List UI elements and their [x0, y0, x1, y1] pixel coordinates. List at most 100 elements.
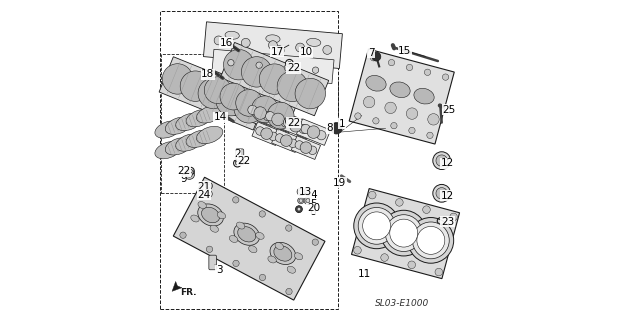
- Text: 18: 18: [202, 69, 215, 79]
- Circle shape: [436, 155, 447, 166]
- Circle shape: [162, 64, 193, 94]
- Ellipse shape: [186, 109, 213, 127]
- Text: 14: 14: [214, 112, 227, 122]
- Circle shape: [304, 197, 312, 204]
- Circle shape: [363, 212, 391, 240]
- Text: 13: 13: [299, 187, 312, 197]
- Ellipse shape: [236, 222, 245, 229]
- Circle shape: [259, 211, 266, 217]
- Text: 6: 6: [309, 207, 316, 217]
- Circle shape: [423, 206, 430, 213]
- Circle shape: [306, 199, 310, 203]
- Circle shape: [428, 114, 439, 125]
- Ellipse shape: [287, 266, 295, 273]
- Ellipse shape: [307, 38, 321, 46]
- Circle shape: [233, 197, 239, 203]
- Circle shape: [233, 260, 239, 267]
- Circle shape: [368, 191, 376, 199]
- Circle shape: [408, 261, 415, 268]
- Text: 2: 2: [234, 149, 241, 159]
- Circle shape: [390, 219, 418, 247]
- Ellipse shape: [217, 212, 226, 219]
- Circle shape: [256, 127, 264, 135]
- Circle shape: [381, 254, 388, 261]
- Circle shape: [412, 222, 449, 259]
- Text: 22: 22: [177, 166, 190, 176]
- Circle shape: [385, 102, 396, 114]
- Circle shape: [286, 288, 292, 295]
- Circle shape: [370, 55, 377, 61]
- Polygon shape: [174, 177, 325, 300]
- FancyBboxPatch shape: [209, 255, 216, 270]
- Circle shape: [285, 225, 292, 231]
- Circle shape: [296, 206, 302, 212]
- Circle shape: [436, 188, 447, 199]
- Circle shape: [409, 127, 415, 134]
- Polygon shape: [164, 129, 214, 156]
- Circle shape: [331, 123, 342, 134]
- Circle shape: [261, 128, 272, 140]
- Ellipse shape: [198, 204, 223, 226]
- Ellipse shape: [197, 126, 223, 144]
- Ellipse shape: [270, 242, 295, 265]
- Circle shape: [372, 52, 381, 61]
- Circle shape: [269, 132, 277, 140]
- Circle shape: [300, 142, 312, 153]
- Circle shape: [385, 215, 422, 252]
- Circle shape: [241, 38, 250, 47]
- Circle shape: [281, 118, 290, 127]
- Ellipse shape: [197, 106, 223, 123]
- Ellipse shape: [186, 130, 213, 148]
- Circle shape: [259, 64, 290, 94]
- Text: SL03-E1000: SL03-E1000: [375, 299, 429, 308]
- Circle shape: [206, 183, 213, 189]
- Circle shape: [205, 182, 212, 189]
- Circle shape: [287, 61, 291, 65]
- Text: 23: 23: [441, 217, 454, 227]
- Circle shape: [264, 112, 272, 121]
- Text: 9: 9: [180, 174, 187, 184]
- Circle shape: [204, 77, 231, 104]
- Polygon shape: [279, 112, 313, 139]
- Text: 15: 15: [398, 45, 412, 56]
- Circle shape: [433, 152, 450, 170]
- Text: 12: 12: [441, 190, 454, 201]
- Polygon shape: [291, 136, 320, 159]
- Ellipse shape: [256, 232, 264, 239]
- Ellipse shape: [414, 88, 434, 104]
- Text: 10: 10: [299, 47, 312, 57]
- Polygon shape: [243, 100, 277, 126]
- Circle shape: [406, 108, 418, 119]
- Text: 3: 3: [216, 265, 222, 276]
- Polygon shape: [159, 57, 267, 130]
- Circle shape: [406, 64, 413, 71]
- Circle shape: [289, 119, 302, 132]
- Circle shape: [267, 102, 294, 129]
- Text: 11: 11: [358, 268, 371, 279]
- Circle shape: [254, 107, 266, 119]
- Circle shape: [433, 184, 450, 202]
- Circle shape: [236, 90, 262, 116]
- Text: 5: 5: [310, 199, 317, 209]
- FancyBboxPatch shape: [236, 149, 244, 165]
- Circle shape: [274, 46, 284, 55]
- Polygon shape: [164, 109, 214, 135]
- Ellipse shape: [390, 82, 410, 98]
- Circle shape: [424, 69, 430, 76]
- Circle shape: [205, 190, 212, 197]
- Ellipse shape: [210, 225, 218, 232]
- Text: 21: 21: [197, 182, 210, 192]
- Ellipse shape: [175, 113, 202, 131]
- Circle shape: [276, 134, 284, 142]
- Ellipse shape: [266, 35, 280, 43]
- Circle shape: [266, 112, 275, 121]
- Ellipse shape: [249, 246, 257, 253]
- Circle shape: [180, 232, 186, 238]
- Polygon shape: [351, 188, 460, 279]
- Polygon shape: [252, 122, 281, 146]
- Circle shape: [391, 123, 397, 129]
- Circle shape: [223, 49, 254, 80]
- Circle shape: [363, 96, 375, 108]
- Polygon shape: [220, 43, 328, 116]
- Circle shape: [259, 274, 266, 281]
